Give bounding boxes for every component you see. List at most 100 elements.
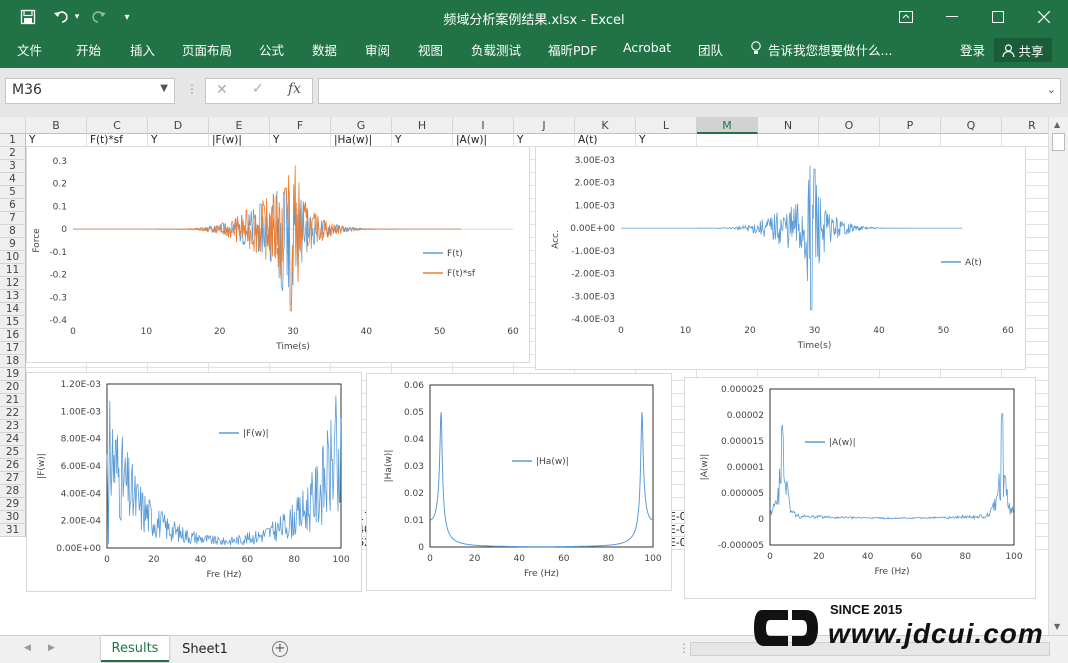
row-header-11[interactable]: 11 [0,264,26,277]
row-header-4[interactable]: 4 [0,173,26,186]
column-header-f[interactable]: F [270,117,331,134]
column-header-p[interactable]: P [880,117,941,134]
column-header-e[interactable]: E [209,117,270,134]
scroll-thumb[interactable] [1052,133,1065,151]
save-icon[interactable] [14,0,42,34]
column-header-d[interactable]: D [148,117,209,134]
column-header-j[interactable]: J [514,117,575,134]
tab-acrobat[interactable]: Acrobat [623,40,672,55]
row-header-17[interactable]: 17 [0,342,26,355]
insert-function-icon[interactable]: fx [288,81,302,97]
column-header-i[interactable]: I [453,117,514,134]
row-header-10[interactable]: 10 [0,251,26,264]
tab-review[interactable]: 审阅 [365,43,391,58]
confirm-entry-icon[interactable]: ✓ [252,81,264,97]
row-header-2[interactable]: 2 [0,147,26,160]
formula-input[interactable]: ⌄ [318,78,1061,104]
undo-icon[interactable] [48,0,76,34]
tab-formulas[interactable]: 公式 [259,43,285,58]
tab-foxit-pdf[interactable]: 福昕PDF [548,43,598,58]
ribbon-display-icon[interactable] [892,0,920,34]
sheet-tab-results[interactable]: Results [101,636,169,662]
column-header-r[interactable]: R [1002,117,1048,134]
sheet-tab-sheet1[interactable]: Sheet1 [182,641,228,657]
row-header-7[interactable]: 7 [0,212,26,225]
redo-icon[interactable] [84,0,112,34]
next-sheet-icon[interactable]: ▶ [48,643,55,653]
row-header-12[interactable]: 12 [0,277,26,290]
row-header-9[interactable]: 9 [0,238,26,251]
acc-chart[interactable]: 3.00E-03 2.00E-03 1.00E-03 0.00E+00 -1.00E-0… [535,146,1026,370]
column-header-c[interactable]: C [87,117,148,134]
column-header-m[interactable]: M [697,117,758,134]
row-header-6[interactable]: 6 [0,199,26,212]
row-header-23[interactable]: 23 [0,420,26,433]
row-header-22[interactable]: 22 [0,407,26,420]
row-header-21[interactable]: 21 [0,394,26,407]
scroll-down-icon[interactable]: ▼ [1054,622,1061,631]
expand-formula-icon[interactable]: ⌄ [1046,83,1056,96]
row-header-20[interactable]: 20 [0,381,26,394]
row-header-8[interactable]: 8 [0,225,26,238]
tab-home[interactable]: 开始 [76,43,102,58]
scroll-up-icon[interactable]: ▲ [1054,120,1061,129]
column-header-h[interactable]: H [392,117,453,134]
tab-view[interactable]: 视图 [418,43,444,58]
column-header-b[interactable]: B [26,117,87,134]
close-icon[interactable] [1030,0,1058,34]
share-button[interactable]: 共享 [994,38,1052,62]
undo-dropdown-icon[interactable]: ▾ [74,12,80,22]
name-box-dropdown-icon[interactable]: ▼ [160,83,168,94]
tab-file[interactable]: 文件 [17,43,43,58]
haw-chart[interactable]: 0.06 0.05 0.04 0.03 0.02 0.01 0 0 20 40 60 80 100 Fre… [366,373,672,591]
row-header-28[interactable]: 28 [0,485,26,498]
maximize-icon[interactable] [984,0,1012,34]
row-header-27[interactable]: 27 [0,472,26,485]
row-header-24[interactable]: 24 [0,433,26,446]
tab-insert[interactable]: 插入 [130,43,156,58]
name-box[interactable]: M36 ▼ [5,78,175,104]
row-header-19[interactable]: 19 [0,368,26,381]
tell-me-search[interactable]: 告诉我您想要做什么... [768,43,893,58]
row-header-29[interactable]: 29 [0,498,26,511]
row-header-31[interactable]: 31 [0,524,26,537]
row-header-25[interactable]: 25 [0,446,26,459]
customize-toolbar-icon[interactable]: ▾ [124,11,130,23]
aw-chart[interactable]: 0.000025 0.00002 0.000015 0.00001 0.000005 0-… [684,377,1036,599]
y-tick-label: 0 [758,515,764,525]
lightbulb-icon[interactable] [750,41,762,58]
row-header-26[interactable]: 26 [0,459,26,472]
column-header-g[interactable]: G [331,117,392,134]
force-chart[interactable]: 0.3 0.2 0.1 0 -0.1 -0.2 -0.3 -0.4 0 10 20 30 40 50 60 T… [26,146,530,363]
row-header-3[interactable]: 3 [0,160,26,173]
tab-data[interactable]: 数据 [312,43,338,58]
fw-chart[interactable]: 1.20E-03 1.00E-03 8.00E-04 6.00E-04 4.00E-04… [26,372,362,592]
login-link[interactable]: 登录 [960,43,986,58]
cancel-entry-icon[interactable]: ✕ [216,82,228,98]
tab-team[interactable]: 团队 [698,43,724,58]
column-header-q[interactable]: Q [941,117,1002,134]
row-header-18[interactable]: 18 [0,355,26,368]
row-header-1[interactable]: 1 [0,134,26,147]
x-tick-label: 80 [288,555,300,565]
row-header-5[interactable]: 5 [0,186,26,199]
tab-page-layout[interactable]: 页面布局 [182,43,233,58]
column-header-o[interactable]: O [819,117,880,134]
tab-load-test[interactable]: 负载测试 [471,43,522,58]
column-header-l[interactable]: L [636,117,697,134]
row-header-14[interactable]: 14 [0,303,26,316]
x-tick-label: 40 [195,555,207,565]
row-header-15[interactable]: 15 [0,316,26,329]
add-sheet-icon[interactable]: + [272,641,288,657]
select-all-corner[interactable] [0,117,26,134]
column-header-k[interactable]: K [575,117,636,134]
vertical-scrollbar[interactable]: ▲ ▼ [1048,117,1068,635]
minimize-icon[interactable] [938,0,966,34]
row-header-30[interactable]: 30 [0,511,26,524]
prev-sheet-icon[interactable]: ◀ [24,643,31,653]
column-header-n[interactable]: N [758,117,819,134]
y-tick-label: 0.000015 [721,437,764,447]
row-header-13[interactable]: 13 [0,290,26,303]
row-header-16[interactable]: 16 [0,329,26,342]
y-tick-label: 2.00E-04 [61,517,102,527]
